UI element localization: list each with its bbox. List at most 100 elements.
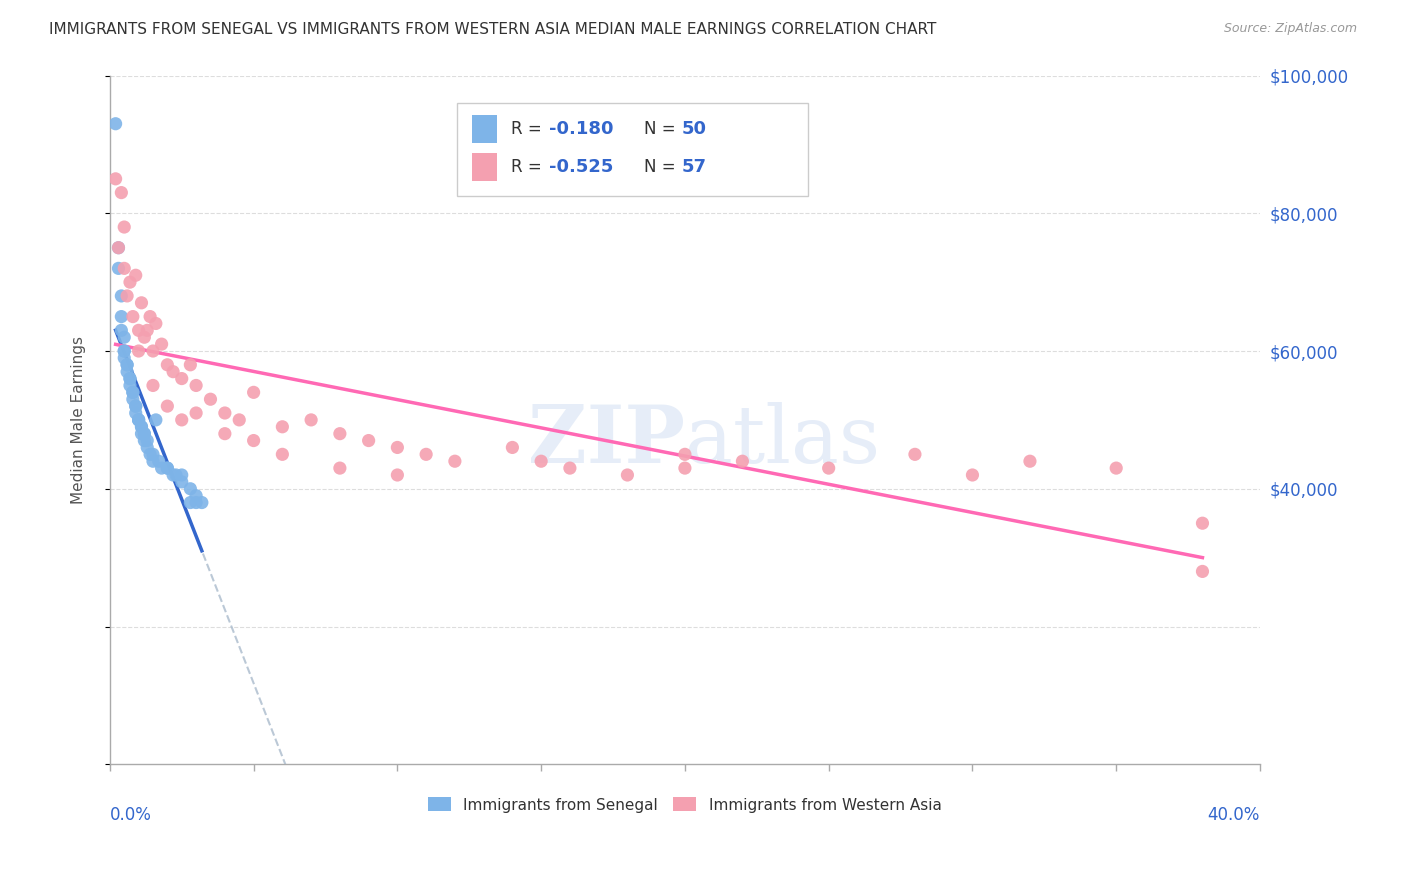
Point <box>904 447 927 461</box>
Point <box>191 495 214 509</box>
Text: N =: N = <box>644 158 681 176</box>
Point <box>134 426 156 441</box>
Text: 40.0%: 40.0% <box>1208 805 1260 823</box>
Point <box>134 426 156 441</box>
Point <box>104 171 127 186</box>
Point <box>962 468 984 483</box>
Point <box>184 489 207 503</box>
Legend: Immigrants from Senegal, Immigrants from Western Asia: Immigrants from Senegal, Immigrants from… <box>422 791 948 819</box>
Point <box>558 461 581 475</box>
Point <box>118 371 141 385</box>
Text: R =: R = <box>512 120 547 138</box>
Point <box>139 310 162 324</box>
Point <box>115 289 138 303</box>
Point <box>142 454 165 468</box>
FancyBboxPatch shape <box>472 115 498 143</box>
Point <box>179 482 201 496</box>
Point <box>118 275 141 289</box>
Text: 0.0%: 0.0% <box>110 805 152 823</box>
Point <box>817 461 839 475</box>
Point <box>107 261 129 276</box>
Point <box>242 385 264 400</box>
Point <box>145 317 167 331</box>
Point <box>107 241 129 255</box>
Point <box>131 295 153 310</box>
Point <box>329 461 352 475</box>
Point <box>121 385 143 400</box>
Point <box>115 358 138 372</box>
Point <box>170 371 193 385</box>
Point <box>110 186 132 200</box>
Point <box>134 330 156 344</box>
Point <box>271 419 294 434</box>
Point <box>156 358 179 372</box>
Text: 57: 57 <box>682 158 706 176</box>
Point <box>121 385 143 400</box>
Text: ZIP: ZIP <box>527 401 685 480</box>
Point <box>128 413 150 427</box>
Point <box>112 261 135 276</box>
Point <box>112 344 135 359</box>
Point <box>162 468 184 483</box>
Point <box>1191 516 1213 531</box>
Point <box>1019 454 1042 468</box>
Point <box>125 399 148 413</box>
Point <box>145 413 167 427</box>
Point <box>115 365 138 379</box>
Point <box>673 461 696 475</box>
Point <box>162 365 184 379</box>
Point <box>118 371 141 385</box>
Point <box>673 447 696 461</box>
Point <box>184 406 207 420</box>
Point <box>200 392 222 407</box>
Point <box>128 413 150 427</box>
Point <box>530 454 553 468</box>
Point <box>1191 565 1213 579</box>
Point <box>134 434 156 448</box>
Point <box>387 468 409 483</box>
Text: R =: R = <box>512 158 547 176</box>
FancyBboxPatch shape <box>472 153 498 181</box>
Point <box>156 399 179 413</box>
Point <box>299 413 322 427</box>
Text: Source: ZipAtlas.com: Source: ZipAtlas.com <box>1223 22 1357 36</box>
Point <box>121 392 143 407</box>
Point <box>131 419 153 434</box>
Point <box>415 447 437 461</box>
Point <box>139 447 162 461</box>
Point <box>214 406 236 420</box>
Point <box>329 426 352 441</box>
Point <box>616 468 638 483</box>
Point <box>150 461 173 475</box>
Text: IMMIGRANTS FROM SENEGAL VS IMMIGRANTS FROM WESTERN ASIA MEDIAN MALE EARNINGS COR: IMMIGRANTS FROM SENEGAL VS IMMIGRANTS FR… <box>49 22 936 37</box>
Point <box>128 344 150 359</box>
Point <box>112 344 135 359</box>
Point <box>170 468 193 483</box>
Point <box>136 323 159 337</box>
Point <box>112 330 135 344</box>
Point <box>125 406 148 420</box>
Text: 50: 50 <box>682 120 706 138</box>
Point <box>142 344 165 359</box>
Point <box>125 268 148 283</box>
Point <box>170 475 193 489</box>
Point <box>115 358 138 372</box>
Text: atlas: atlas <box>685 401 880 480</box>
Point <box>121 310 143 324</box>
Point <box>110 289 132 303</box>
Point <box>271 447 294 461</box>
Point <box>136 434 159 448</box>
Point <box>184 378 207 392</box>
Point <box>214 426 236 441</box>
Point <box>731 454 754 468</box>
Point <box>112 351 135 365</box>
Point <box>118 378 141 392</box>
Point <box>110 310 132 324</box>
Point <box>156 461 179 475</box>
Point <box>128 323 150 337</box>
Point <box>148 454 170 468</box>
Point <box>165 468 187 483</box>
Y-axis label: Median Male Earnings: Median Male Earnings <box>72 336 86 504</box>
Point <box>179 495 201 509</box>
Point <box>104 117 127 131</box>
